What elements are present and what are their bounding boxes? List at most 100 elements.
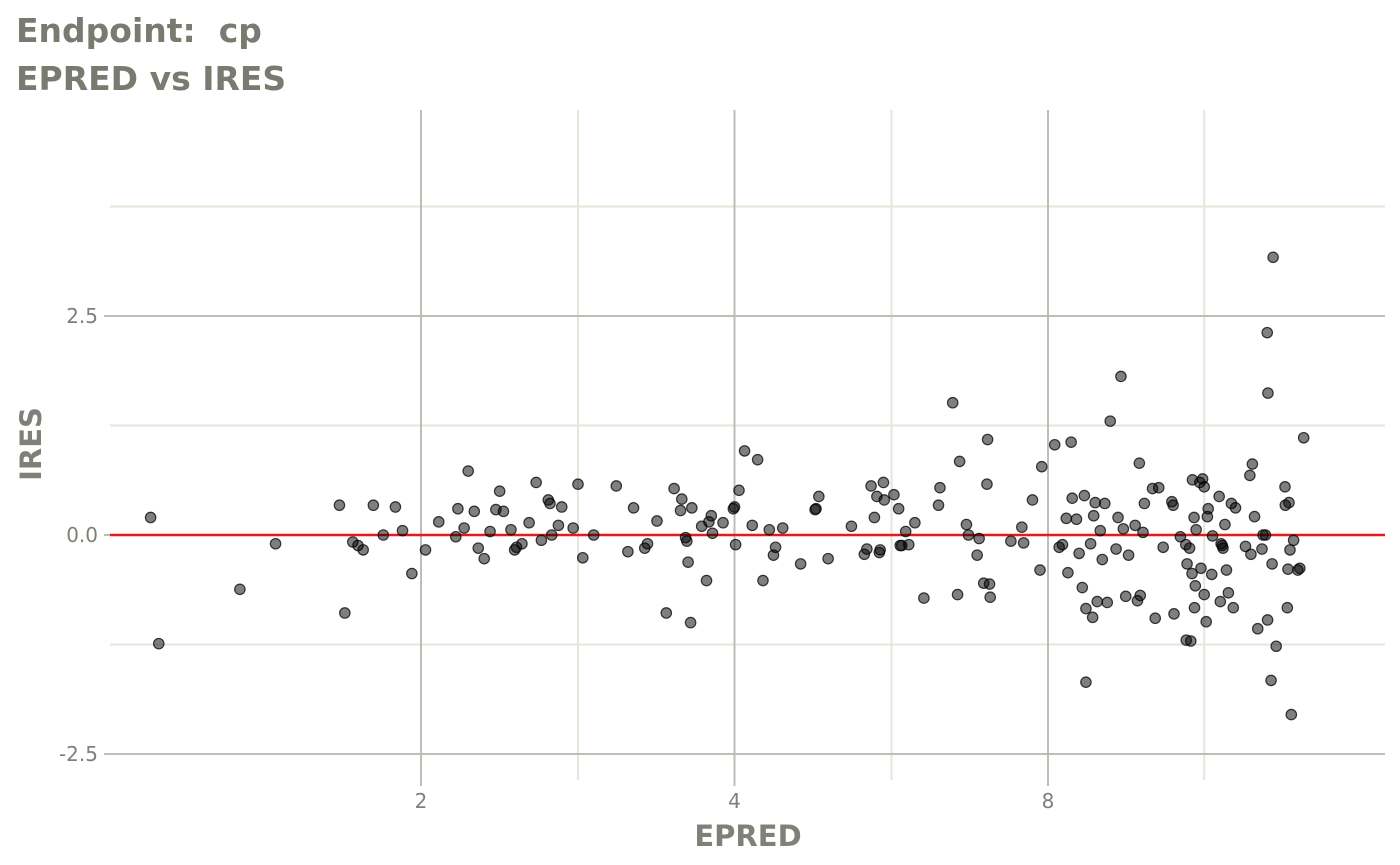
data-point: [1133, 457, 1146, 469]
data-point: [1251, 622, 1264, 635]
data-point: [567, 522, 579, 534]
data-point: [552, 519, 565, 532]
x-tick-label: 2: [415, 789, 428, 813]
data-point: [587, 529, 600, 541]
data-point: [1202, 502, 1214, 515]
data-point: [668, 482, 680, 495]
data-point: [396, 524, 409, 537]
data-point: [1265, 674, 1277, 687]
data-point: [1188, 511, 1200, 524]
y-tick-label: 0.0: [66, 523, 98, 547]
data-point: [1213, 490, 1225, 503]
data-point: [1188, 601, 1201, 614]
data-point: [888, 488, 900, 501]
data-point: [951, 588, 964, 601]
data-point: [892, 502, 905, 515]
data-point: [1245, 548, 1257, 561]
data-point: [877, 476, 890, 489]
data-point: [1262, 387, 1274, 399]
data-point: [1076, 581, 1089, 594]
data-point: [1089, 496, 1102, 509]
data-point: [983, 578, 996, 590]
data-point: [1084, 537, 1097, 550]
data-point: [728, 501, 741, 513]
data-point: [1246, 458, 1259, 470]
data-point: [1282, 563, 1294, 575]
data-point: [1137, 526, 1149, 539]
data-point: [1198, 481, 1211, 493]
data-point: [769, 541, 782, 554]
data-point: [333, 499, 346, 512]
data-point: [1073, 547, 1085, 560]
data-point: [874, 544, 886, 556]
x-tick-label: 8: [1042, 789, 1055, 813]
data-point: [1266, 558, 1278, 570]
data-point: [1065, 436, 1077, 448]
data-point: [1283, 496, 1295, 509]
data-point: [535, 534, 548, 547]
data-point: [269, 537, 282, 550]
data-point: [357, 544, 369, 556]
data-point: [1094, 524, 1107, 537]
data-point: [1205, 568, 1218, 581]
data-point: [705, 509, 718, 522]
y-axis-title: IRES: [14, 407, 48, 481]
data-point: [1117, 523, 1130, 535]
data-point: [1017, 537, 1030, 549]
data-point: [918, 592, 930, 604]
data-point: [1101, 596, 1114, 609]
y-tick-label: 2.5: [66, 304, 98, 328]
data-point: [377, 529, 390, 541]
data-point: [981, 433, 994, 446]
data-point: [1195, 562, 1207, 575]
data-point: [432, 516, 445, 528]
data-point: [1186, 567, 1198, 580]
data-point: [505, 523, 517, 536]
data-point: [389, 501, 402, 513]
data-point: [757, 574, 769, 587]
data-point: [1080, 602, 1092, 615]
data-point: [1261, 326, 1274, 339]
data-point: [367, 499, 380, 512]
data-point: [751, 453, 764, 466]
data-point: [1214, 595, 1227, 608]
data-point: [984, 591, 996, 603]
data-point: [865, 480, 877, 492]
data-point: [1259, 529, 1272, 541]
data-point: [152, 637, 165, 650]
data-point: [932, 499, 945, 512]
data-point: [1244, 469, 1256, 482]
data-point: [1222, 587, 1235, 599]
data-point: [610, 480, 623, 492]
data-point: [763, 523, 776, 536]
data-point: [1294, 562, 1306, 575]
data-point: [902, 538, 915, 551]
data-point: [544, 497, 556, 510]
data-point: [738, 445, 751, 457]
data-point: [419, 544, 432, 556]
data-point: [861, 543, 873, 555]
data-point: [1035, 460, 1048, 473]
data-point: [1026, 494, 1039, 506]
data-point: [1098, 497, 1111, 510]
data-point: [1048, 438, 1061, 451]
data-point: [1060, 512, 1073, 525]
data-point: [934, 481, 946, 494]
data-point: [1104, 415, 1117, 427]
data-point: [971, 549, 983, 561]
data-point: [1261, 614, 1274, 626]
data-point: [523, 516, 535, 529]
data-point: [810, 502, 822, 515]
chart-subtitle: EPRED vs IRES: [16, 59, 287, 98]
data-point: [909, 516, 921, 529]
data-point: [1110, 543, 1122, 555]
data-point: [1220, 564, 1233, 576]
data-point: [1248, 510, 1261, 523]
data-point: [450, 530, 462, 543]
data-point: [468, 505, 481, 518]
data-point: [462, 465, 475, 477]
data-point: [144, 511, 157, 524]
data-point: [1080, 676, 1092, 688]
data-point: [746, 519, 759, 532]
data-point: [845, 520, 858, 533]
